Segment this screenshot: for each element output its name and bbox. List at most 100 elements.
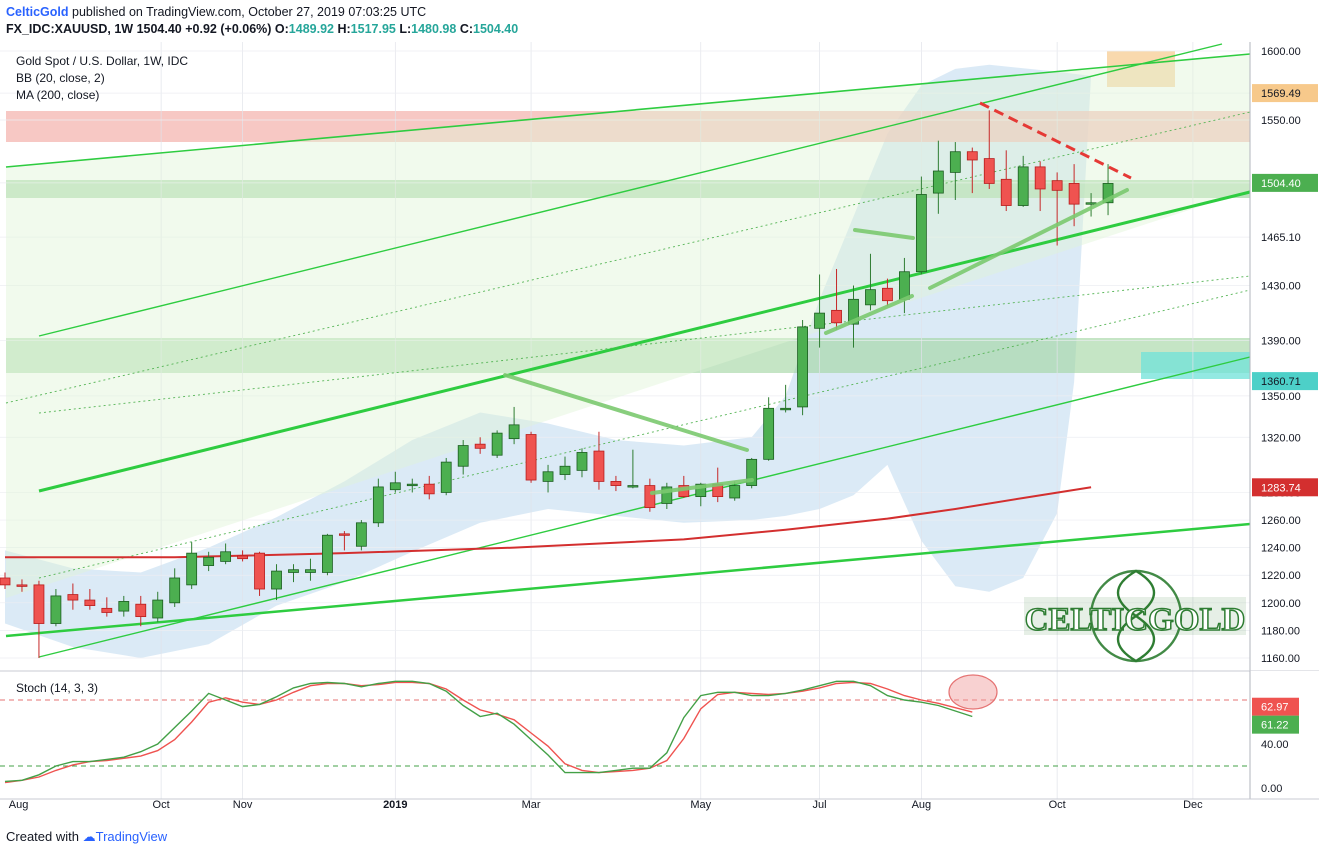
support-zone-lower bbox=[6, 338, 1250, 373]
time-tick-label: Aug bbox=[912, 799, 932, 811]
price-badge-label: 1283.74 bbox=[1261, 482, 1301, 494]
candle-body bbox=[254, 552, 265, 590]
logo-text: CELTICGOLD bbox=[1025, 602, 1246, 638]
channel-line-mid bbox=[38, 190, 1251, 493]
tradingview-logo-icon: ☁ bbox=[82, 829, 96, 844]
celticgold-logo: CELTICGOLD bbox=[1024, 569, 1246, 663]
candle-body bbox=[780, 407, 792, 411]
candle-body bbox=[457, 445, 469, 467]
candles-layer bbox=[0, 110, 1114, 658]
stoch-legend[interactable]: Stoch (14, 3, 3) bbox=[16, 681, 99, 695]
high-value: 1517.95 bbox=[350, 22, 396, 36]
price-tick-label: 1200.00 bbox=[1261, 598, 1301, 610]
candle-body bbox=[882, 287, 893, 302]
last-price: 1504.40 bbox=[136, 22, 182, 36]
candle-body bbox=[305, 569, 316, 573]
time-tick-label: Dec bbox=[1183, 799, 1203, 811]
candle-body bbox=[220, 551, 232, 562]
stochastic-panel: 0.00 40.00 62.97 61.22 bbox=[0, 670, 1319, 799]
candle-body bbox=[372, 486, 384, 524]
time-tick-label: Oct bbox=[153, 799, 170, 811]
candle-body bbox=[491, 432, 503, 456]
ohlc-line: FX_IDC:XAUUSD, 1W 1504.40 +0.92 (+0.06%)… bbox=[6, 21, 518, 38]
pattern-line-1 bbox=[503, 373, 749, 452]
candle-body bbox=[831, 309, 842, 324]
channel-line-lower-outer bbox=[5, 522, 1251, 638]
price-tick-label: 1390.00 bbox=[1261, 336, 1301, 348]
price-tick-label: 1465.10 bbox=[1261, 232, 1301, 244]
time-tick-label: Oct bbox=[1049, 799, 1066, 811]
price-tick-label: 1430.00 bbox=[1261, 281, 1301, 293]
candle-body bbox=[237, 555, 248, 560]
candle-body bbox=[508, 424, 520, 440]
candle-body bbox=[423, 483, 435, 495]
candle-body bbox=[899, 271, 910, 300]
candle-body bbox=[1034, 166, 1046, 190]
price-tick-label: 1160.00 bbox=[1261, 653, 1300, 665]
candle-body bbox=[576, 452, 588, 471]
candle-body bbox=[322, 534, 333, 573]
time-axis[interactable]: Aug Oct Nov 2019 Mar May Jul Aug Oct Dec bbox=[0, 798, 1319, 811]
publisher-line: CelticGold published on TradingView.com,… bbox=[6, 4, 426, 21]
candle-body bbox=[593, 450, 605, 482]
candle-body bbox=[525, 434, 537, 481]
pattern-line-4 bbox=[824, 294, 914, 335]
price-badge-label: 1569.49 bbox=[1261, 88, 1301, 100]
chart-legend: Gold Spot / U.S. Dollar, 1W, IDC BB (20,… bbox=[16, 53, 188, 104]
stoch-d-line bbox=[4, 681, 973, 784]
candle-body bbox=[949, 151, 961, 173]
resistance-dashed-line bbox=[979, 101, 1132, 180]
footer: Created with ☁TradingView bbox=[6, 829, 167, 845]
open-label: O: bbox=[274, 22, 289, 36]
price-tick-label: 1240.00 bbox=[1261, 543, 1301, 555]
resistance-zone bbox=[6, 111, 1250, 142]
candle-body bbox=[814, 312, 825, 329]
time-tick-label: Jul bbox=[813, 799, 827, 811]
stoch-d-badge bbox=[1252, 697, 1299, 716]
stoch-tick-label: 40.00 bbox=[1261, 739, 1289, 751]
time-tick-label: May bbox=[690, 799, 711, 811]
legend-ma[interactable]: MA (200, close) bbox=[16, 88, 100, 102]
pattern-line-5 bbox=[928, 188, 1129, 290]
legend-bb[interactable]: BB (20, close, 2) bbox=[16, 71, 105, 85]
zones-layer bbox=[6, 51, 1250, 379]
candle-body bbox=[186, 552, 198, 586]
candle-body bbox=[542, 471, 554, 482]
candle-body bbox=[915, 194, 927, 273]
open-value: 1489.92 bbox=[288, 22, 334, 36]
price-badge bbox=[1252, 84, 1318, 103]
candle-body bbox=[50, 595, 62, 624]
candle-body bbox=[288, 569, 299, 573]
candle-body bbox=[84, 599, 96, 606]
candle-body bbox=[661, 486, 673, 504]
candle-body bbox=[1017, 166, 1029, 206]
tradingview-link[interactable]: TradingView bbox=[95, 829, 168, 844]
stoch-k-badge-label: 61.22 bbox=[1261, 720, 1289, 732]
channel-line-upper-inner bbox=[38, 43, 1223, 337]
candle-body bbox=[355, 522, 367, 547]
time-tick-label: Nov bbox=[233, 799, 253, 811]
candle-body bbox=[1068, 183, 1080, 205]
time-tick-label: Mar bbox=[522, 799, 541, 811]
candle-body bbox=[338, 533, 350, 536]
candle-body bbox=[0, 577, 11, 586]
candle-body bbox=[67, 594, 79, 601]
candle-body bbox=[33, 584, 45, 624]
candle-body bbox=[16, 584, 28, 587]
candle-body bbox=[135, 603, 147, 618]
target-zone-cyan bbox=[1141, 352, 1250, 379]
candle-body bbox=[627, 485, 639, 488]
symbol-label: FX_IDC:XAUUSD, 1W bbox=[6, 22, 134, 36]
candle-body bbox=[695, 483, 707, 497]
candle-body bbox=[1051, 180, 1063, 191]
candle-body bbox=[797, 326, 808, 408]
publisher-name[interactable]: CelticGold bbox=[6, 5, 69, 19]
candle-body bbox=[118, 601, 130, 612]
pattern-line-3 bbox=[853, 228, 915, 240]
candle-body bbox=[729, 485, 741, 499]
candle-body bbox=[644, 485, 656, 509]
candle-body bbox=[610, 481, 622, 486]
price-change: +0.92 (+0.06%) bbox=[185, 22, 272, 36]
published-text: published on TradingView.com, October 27… bbox=[68, 5, 427, 19]
